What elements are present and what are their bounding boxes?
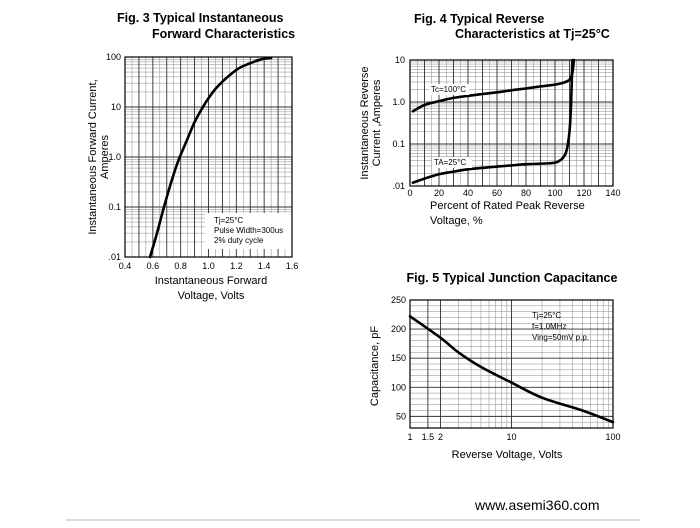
- y-axis-label: Amperes: [99, 134, 111, 179]
- annotation-line: Tj=25°C: [532, 311, 561, 320]
- x-tick-label: 60: [492, 188, 502, 198]
- y-tick-label: 100: [106, 52, 121, 62]
- y-tick-label: 50: [396, 411, 406, 421]
- x-axis-label: Instantaneous Forward: [155, 275, 268, 287]
- y-axis-label: Capacitance, pF: [369, 326, 381, 406]
- y-tick-label: 1.0: [392, 97, 405, 107]
- y-tick-label: 250: [391, 295, 406, 305]
- series-label-background: [429, 84, 469, 95]
- annotation-background: [205, 213, 291, 249]
- chart-title-line: Forward Characteristics: [152, 27, 295, 41]
- x-axis-label: Percent of Rated Peak Reverse: [430, 200, 585, 212]
- x-tick-label: 140: [605, 188, 620, 198]
- x-tick-label: 1: [407, 432, 412, 442]
- x-tick-label: 0: [407, 188, 412, 198]
- plot-frame: [409, 299, 614, 429]
- y-tick-label: 1.0: [108, 152, 121, 162]
- y-axis-label: Instantaneous Forward Current,: [87, 79, 99, 234]
- x-tick-label: 80: [521, 188, 531, 198]
- series-label-background: [432, 157, 472, 168]
- x-tick-label: 1.5: [422, 432, 435, 442]
- x-tick-label: 2: [438, 432, 443, 442]
- x-tick-label: 40: [463, 188, 473, 198]
- x-tick-label: 0.8: [174, 261, 187, 271]
- fig3-forward-characteristics: Fig. 3 Typical Instantaneous Forward Char…: [87, 11, 298, 302]
- x-tick-label: 1.4: [258, 261, 271, 271]
- series-line: [408, 315, 615, 424]
- x-tick-label: 100: [547, 188, 562, 198]
- x-axis-label: Voltage, %: [430, 215, 483, 227]
- x-tick-label: 1.0: [202, 261, 215, 271]
- x-tick-label: 100: [605, 432, 620, 442]
- x-tick-label: 20: [434, 188, 444, 198]
- footer-url: www.asemi360.com: [474, 497, 600, 513]
- y-tick-label: .01: [108, 252, 121, 262]
- chart-title-line: Fig. 3 Typical Instantaneous: [117, 11, 284, 25]
- y-tick-label: 0.1: [108, 202, 121, 212]
- chart-title-line: Fig. 5 Typical Junction Capacitance: [407, 271, 618, 285]
- annotation-line: 2% duty cycle: [214, 236, 264, 245]
- series-label: TA=25°C: [434, 158, 466, 167]
- annotation-line: Ving=50mV p.p.: [532, 333, 589, 342]
- chart-title-line: Fig. 4 Typical Reverse: [414, 12, 544, 26]
- y-tick-label: 10: [395, 55, 405, 65]
- y-tick-label: 100: [391, 382, 406, 392]
- annotation-line: f=1.0MHz: [532, 322, 566, 331]
- x-tick-label: 1.6: [286, 261, 299, 271]
- y-tick-label: .01: [392, 181, 405, 191]
- plot-frame: [409, 59, 614, 187]
- annotation-line: Tj=25°C: [214, 216, 243, 225]
- y-tick-label: 150: [391, 353, 406, 363]
- y-tick-label: 10: [111, 102, 121, 112]
- x-tick-label: 120: [576, 188, 591, 198]
- chart-title-line: Characteristics at Tj=25°C: [455, 27, 610, 41]
- y-axis-label: Instantaneous Reverse: [359, 66, 371, 179]
- series-line: [411, 58, 574, 184]
- series-line: [148, 56, 273, 259]
- y-axis-label: Current ,Amperes: [371, 79, 383, 166]
- annotation-line: Pulse Width=300us: [214, 226, 283, 235]
- x-axis-label: Reverse Voltage, Volts: [452, 449, 563, 461]
- y-tick-label: 0.1: [392, 139, 405, 149]
- series-line: [411, 58, 576, 113]
- plot-frame: [124, 56, 293, 258]
- x-tick-label: 0.4: [119, 261, 132, 271]
- x-tick-label: 10: [506, 432, 516, 442]
- x-tick-label: 1.2: [230, 261, 243, 271]
- y-tick-label: 200: [391, 324, 406, 334]
- x-axis-label: Voltage, Volts: [178, 290, 245, 302]
- series-label: Tc=100°C: [431, 85, 466, 94]
- x-tick-label: 0.6: [147, 261, 160, 271]
